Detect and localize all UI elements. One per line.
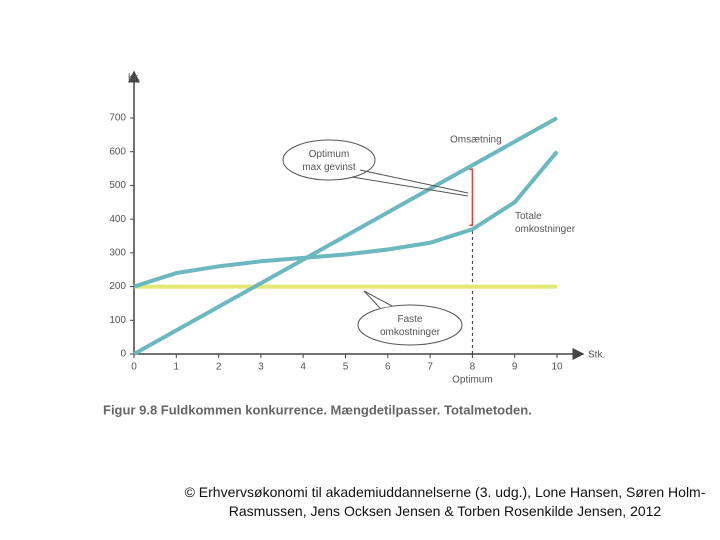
y-tick-label: 600 xyxy=(109,146,126,157)
callout-bubble xyxy=(282,139,376,181)
annotation: Faste omkostninger xyxy=(380,314,441,338)
y-tick-label: 100 xyxy=(109,315,126,326)
y-tick-label: 300 xyxy=(109,247,126,258)
x-tick-label: 7 xyxy=(427,362,433,373)
x-tick-label: 9 xyxy=(512,362,518,373)
annotation: Totale omkostninger xyxy=(515,211,576,235)
callout-bubble xyxy=(357,304,463,346)
annotation: Optimum max gevinst xyxy=(302,149,356,173)
x-axis-label: Stk. xyxy=(588,350,605,361)
y-tick-label: 200 xyxy=(109,281,126,292)
x-tick-label: 3 xyxy=(258,362,264,373)
series-line xyxy=(133,150,559,289)
y-axis-label: Kr. xyxy=(128,73,140,84)
callout-pointer xyxy=(351,169,469,197)
x-tick-label: 5 xyxy=(343,362,349,373)
x-tick-label: 10 xyxy=(551,362,563,373)
profit-bracket xyxy=(469,168,474,227)
x-tick-label: 6 xyxy=(385,362,391,373)
chart: Kr. Stk. Figur 9.8 Fuldkommen konkurrenc… xyxy=(103,70,605,417)
x-tick-label: 0 xyxy=(131,362,137,373)
y-tick-label: 500 xyxy=(109,180,126,191)
x-tick-label: 8 xyxy=(470,362,476,373)
y-tick-label: 700 xyxy=(109,113,126,124)
source-note: © Erhvervsøkonomi til akademiuddannelser… xyxy=(184,484,706,519)
caption: Figur 9.8 Fuldkommen konkurrence. Mængde… xyxy=(103,402,532,417)
x-tick-label: 2 xyxy=(216,362,222,373)
callout-pointer xyxy=(363,290,393,309)
x-tick-label: 1 xyxy=(174,362,180,373)
series-line xyxy=(133,116,558,356)
y-tick-label: 400 xyxy=(109,214,126,225)
optimum-label: Optimum xyxy=(452,375,493,386)
series-label: Omsætning xyxy=(450,135,502,146)
y-tick-label: 0 xyxy=(120,349,126,360)
x-tick-label: 4 xyxy=(300,362,306,373)
